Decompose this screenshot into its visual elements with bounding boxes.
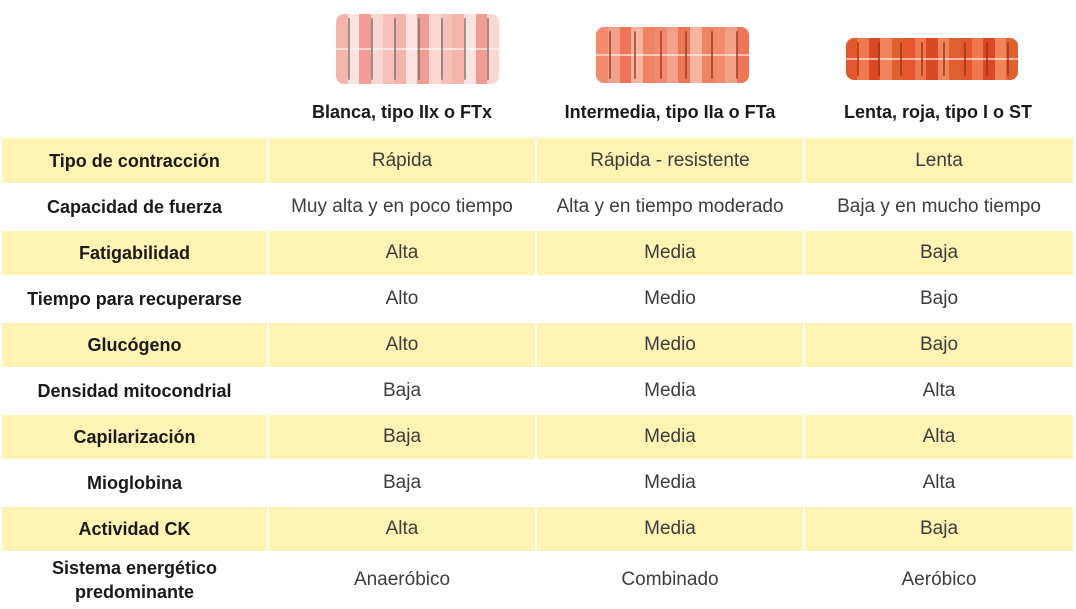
- table-cell: Media: [536, 506, 805, 553]
- table-cell: Combinado: [536, 552, 805, 609]
- table-cell: Media: [536, 414, 805, 461]
- table-cell: Baja: [268, 368, 537, 415]
- fiber-z-line: [370, 18, 373, 80]
- table-cell: Alto: [268, 322, 537, 369]
- column-title-white: Blanca, tipo IIx o FTx: [311, 102, 493, 122]
- fiber-z-line: [899, 42, 902, 76]
- fiber-z-line: [487, 18, 490, 80]
- table-cell: Aeróbico: [804, 552, 1075, 609]
- fiber-z-line: [964, 42, 967, 76]
- fiber-z-line: [347, 18, 350, 80]
- table-row: Glucógeno Alto Medio Bajo: [2, 322, 1075, 369]
- fiber-comparison-table: Tipo de contracción Rápida Rápida - resi…: [2, 138, 1075, 609]
- table-cell: Rápida - resistente: [536, 138, 805, 185]
- row-label: Fatigabilidad: [2, 230, 269, 277]
- row-label: Actividad CK: [2, 506, 269, 553]
- table-cell: Muy alta y en poco tiempo: [268, 184, 537, 231]
- fiber-z-line: [608, 31, 611, 79]
- fiber-z-line: [942, 42, 945, 76]
- table-row: Sistema energético predominante Anaeróbi…: [2, 552, 1075, 609]
- table-cell: Alta y en tiempo moderado: [536, 184, 805, 231]
- fiber-z-line: [856, 42, 859, 76]
- table-cell: Baja y en mucho tiempo: [804, 184, 1075, 231]
- table-cell: Media: [536, 460, 805, 507]
- intermediate-fiber-illustration: [596, 27, 749, 83]
- fiber-z-line: [736, 31, 739, 79]
- table-cell: Alta: [804, 368, 1075, 415]
- table-row: Densidad mitocondrial Baja Media Alta: [2, 368, 1075, 415]
- table-row: Capilarización Baja Media Alta: [2, 414, 1075, 461]
- table-cell: Baja: [268, 414, 537, 461]
- table-cell: Baja: [804, 230, 1075, 277]
- table-row: Mioglobina Baja Media Alta: [2, 460, 1075, 507]
- fiber-z-line: [878, 42, 881, 76]
- row-label: Glucógeno: [2, 322, 269, 369]
- slow-fiber-illustration: [846, 38, 1018, 80]
- table-row: Actividad CK Alta Media Baja: [2, 506, 1075, 553]
- table-cell: Alta: [804, 414, 1075, 461]
- fiber-z-line: [710, 31, 713, 79]
- fiber-z-line: [685, 31, 688, 79]
- table-cell: Alta: [268, 506, 537, 553]
- table-cell: Alta: [268, 230, 537, 277]
- fiber-midline: [846, 58, 1018, 60]
- table-cell: Rápida: [268, 138, 537, 185]
- fiber-z-line: [394, 18, 397, 80]
- fiber-header: Blanca, tipo IIx o FTx Intermedia, tipo …: [0, 0, 1076, 137]
- fiber-z-line: [417, 18, 420, 80]
- fiber-z-line: [659, 31, 662, 79]
- row-label: Mioglobina: [2, 460, 269, 507]
- fiber-z-line: [985, 42, 988, 76]
- table-cell: Lenta: [804, 138, 1075, 185]
- fiber-z-line: [440, 18, 443, 80]
- table-cell: Alto: [268, 276, 537, 323]
- table-cell: Baja: [804, 506, 1075, 553]
- fiber-z-line: [1007, 42, 1010, 76]
- table-cell: Anaeróbico: [268, 552, 537, 609]
- row-label: Capilarización: [2, 414, 269, 461]
- row-label: Sistema energético predominante: [2, 552, 269, 609]
- white-fiber-illustration: [336, 14, 499, 84]
- table-row: Tipo de contracción Rápida Rápida - resi…: [2, 138, 1075, 185]
- row-label: Tiempo para recuperarse: [2, 276, 269, 323]
- column-title-slow: Lenta, roja, tipo I o ST: [843, 102, 1032, 122]
- table-cell: Bajo: [804, 322, 1075, 369]
- table-cell: Media: [536, 368, 805, 415]
- fiber-z-line: [634, 31, 637, 79]
- table-cell: Medio: [536, 276, 805, 323]
- table-row: Fatigabilidad Alta Media Baja: [2, 230, 1075, 277]
- column-title-intermediate: Intermedia, tipo IIa o FTa: [564, 102, 776, 122]
- table-row: Capacidad de fuerza Muy alta y en poco t…: [2, 184, 1075, 231]
- table-cell: Baja: [268, 460, 537, 507]
- fiber-midline: [596, 54, 749, 56]
- fiber-z-line: [464, 18, 467, 80]
- row-label: Capacidad de fuerza: [2, 184, 269, 231]
- table-cell: Alta: [804, 460, 1075, 507]
- table-cell: Bajo: [804, 276, 1075, 323]
- table-cell: Media: [536, 230, 805, 277]
- row-label: Densidad mitocondrial: [2, 368, 269, 415]
- table-cell: Medio: [536, 322, 805, 369]
- table-row: Tiempo para recuperarse Alto Medio Bajo: [2, 276, 1075, 323]
- fiber-z-line: [921, 42, 924, 76]
- row-label: Tipo de contracción: [2, 138, 269, 185]
